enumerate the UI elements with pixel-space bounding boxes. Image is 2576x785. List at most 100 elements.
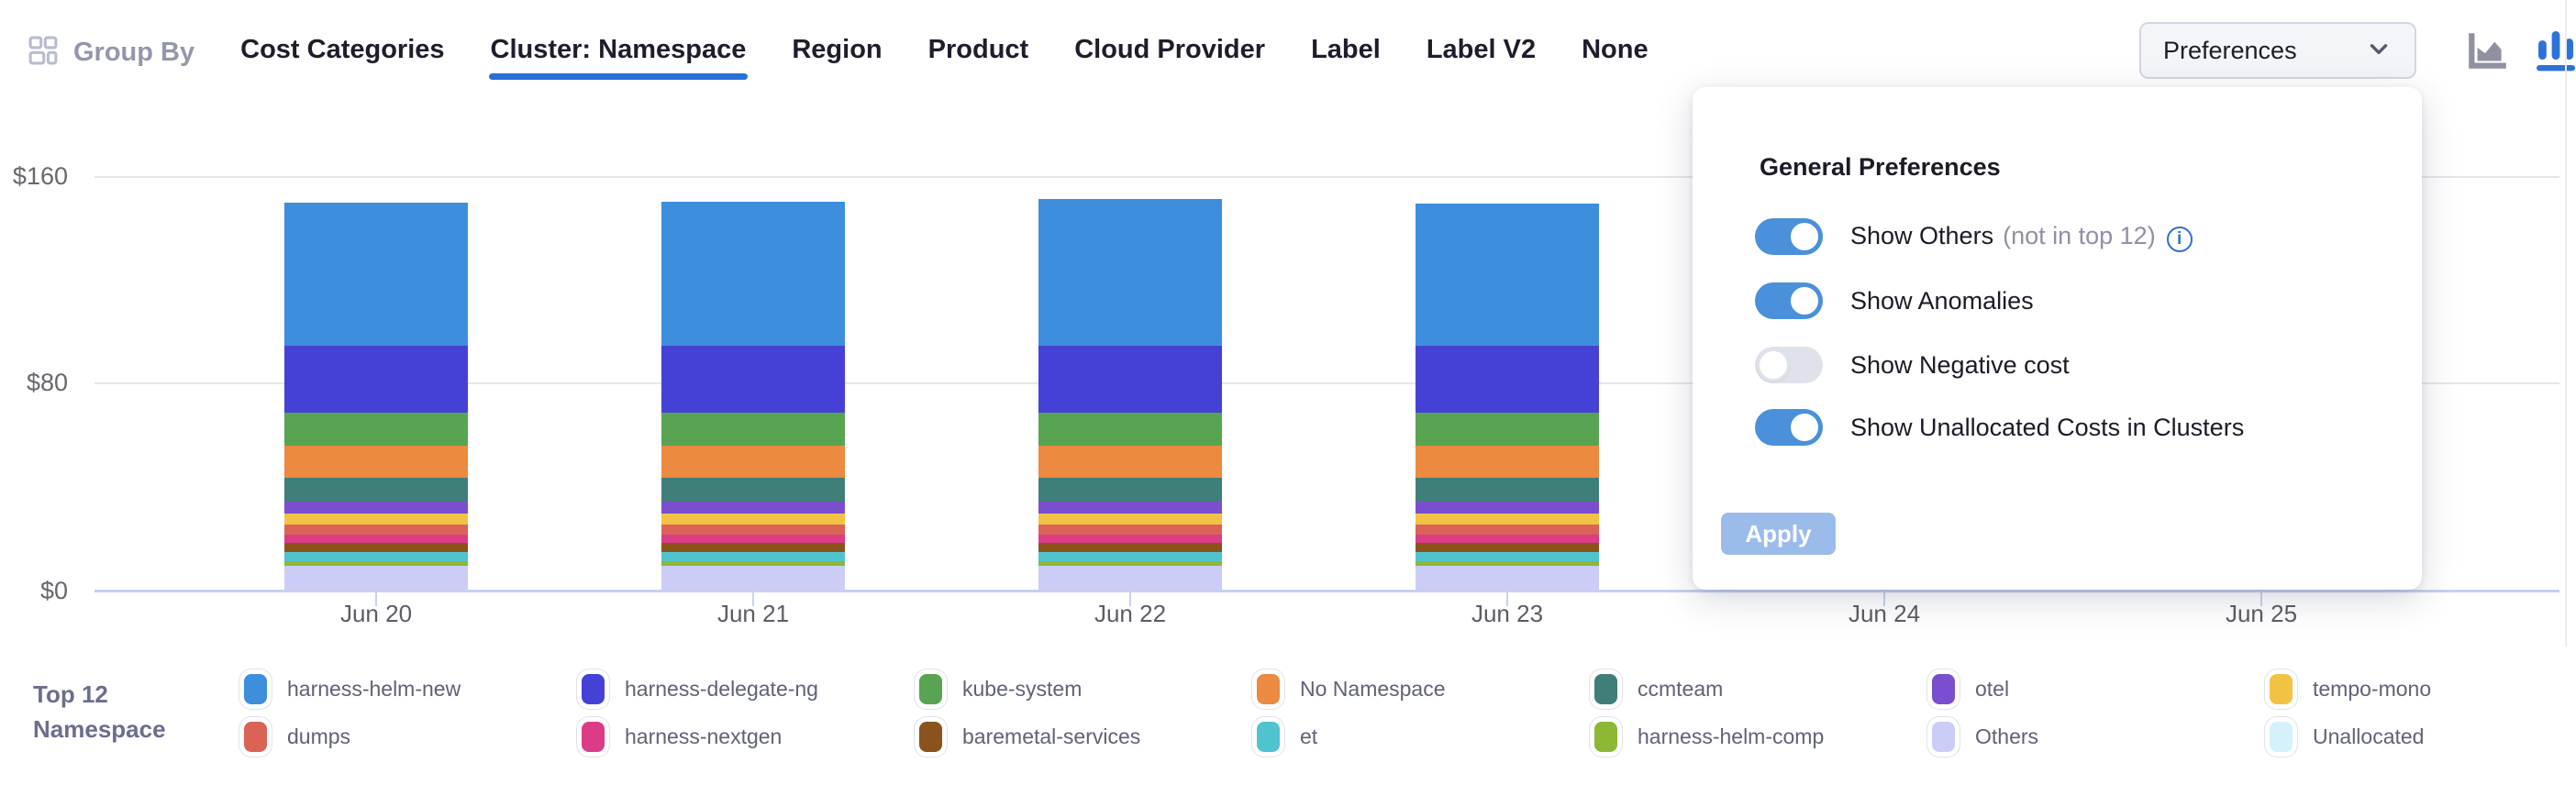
legend-item-et[interactable]: et (1249, 713, 1587, 760)
legend-label: tempo-mono (2313, 676, 2432, 701)
apply-button[interactable]: Apply (1721, 513, 1836, 555)
x-axis-tick (752, 592, 754, 606)
area-chart-icon[interactable] (2462, 28, 2514, 73)
bar-segment-others[interactable] (1416, 566, 1599, 590)
bar-segment-harness-helm-comp[interactable] (284, 561, 468, 567)
toggle-show-negative-cost[interactable] (1755, 347, 1823, 383)
tab-product[interactable]: Product (927, 34, 1029, 64)
bar-segment-harness-helm-new[interactable] (1038, 198, 1222, 347)
preferences-panel-title: General Preferences (1760, 153, 2001, 181)
bar-segment-others[interactable] (284, 566, 468, 590)
bar-segment-otel[interactable] (661, 502, 845, 514)
bar-segment-baremetal-services[interactable] (1416, 543, 1599, 552)
tab-none[interactable]: None (1582, 34, 1649, 64)
bar-segment-baremetal-services[interactable] (661, 543, 845, 552)
bar-segment-harness-helm-comp[interactable] (1416, 561, 1599, 567)
info-icon[interactable]: i (2166, 226, 2193, 252)
bar-segment-harness-nextgen[interactable] (284, 534, 468, 544)
legend-swatch (1594, 673, 1617, 704)
legend-swatch (1257, 673, 1280, 704)
bar-segment-ccmteam[interactable] (284, 477, 468, 503)
bar-segment-kube-system[interactable] (1038, 413, 1222, 446)
legend-item-no-namespace[interactable]: No Namespace (1249, 665, 1587, 713)
bar-segment-tempo-mono[interactable] (661, 514, 845, 525)
legend-swatch (1257, 721, 1280, 752)
bar-segment-tempo-mono[interactable] (284, 514, 468, 525)
tab-cluster-namespace[interactable]: Cluster: Namespace (488, 26, 749, 80)
legend-item-kube-system[interactable]: kube-system (912, 665, 1249, 713)
legend-label: harness-nextgen (625, 724, 783, 748)
bar-segment-et[interactable] (661, 551, 845, 562)
bar-segment-no-namespace[interactable] (661, 445, 845, 478)
legend-item-harness-helm-new[interactable]: harness-helm-new (237, 665, 574, 713)
bar-segment-et[interactable] (284, 551, 468, 562)
toggle-show-others[interactable] (1755, 218, 1823, 255)
bar-segment-harness-helm-comp[interactable] (1038, 561, 1222, 567)
bar-chart-icon[interactable] (2534, 24, 2576, 73)
preferences-dropdown-button[interactable]: Preferences (2139, 22, 2416, 79)
preference-label-suffix: (not in top 12) (2003, 221, 2156, 249)
legend-label: et (1300, 724, 1318, 748)
legend-item-others[interactable]: Others (1925, 713, 2262, 760)
legend-item-otel[interactable]: otel (1925, 665, 2262, 713)
bar-segment-kube-system[interactable] (1416, 413, 1599, 446)
legend-swatch (2270, 721, 2293, 752)
bar-segment-tempo-mono[interactable] (1416, 514, 1599, 525)
bar-segment-harness-delegate-ng[interactable] (284, 346, 468, 414)
bar-segment-tempo-mono[interactable] (1038, 514, 1222, 525)
group-by-tabs: Cost Categories Cluster: Namespace Region P… (239, 26, 1649, 80)
legend-item-harness-nextgen[interactable]: harness-nextgen (574, 713, 912, 760)
bar-segment-harness-delegate-ng[interactable] (1416, 346, 1599, 414)
legend-item-baremetal-services[interactable]: baremetal-services (912, 713, 1249, 760)
legend-item-ccmteam[interactable]: ccmteam (1587, 665, 1925, 713)
bar-segment-no-namespace[interactable] (1038, 445, 1222, 478)
toggle-show-anomalies[interactable] (1755, 282, 1823, 319)
bar-segment-harness-delegate-ng[interactable] (661, 346, 845, 414)
bar-segment-otel[interactable] (284, 502, 468, 514)
x-axis-tick (375, 592, 377, 606)
x-axis-label: Jun 20 (339, 600, 413, 627)
bar-segment-kube-system[interactable] (661, 413, 845, 446)
legend-item-tempo-mono[interactable]: tempo-mono (2262, 665, 2576, 713)
legend-label: No Namespace (1300, 676, 1446, 701)
bar-segment-harness-nextgen[interactable] (1038, 534, 1222, 544)
bar-segment-dumps[interactable] (1038, 524, 1222, 535)
preference-label: Show Others (not in top 12) i (1850, 222, 2193, 252)
bar-segment-no-namespace[interactable] (1416, 445, 1599, 478)
bar-segment-harness-nextgen[interactable] (1416, 534, 1599, 544)
x-axis-label: Jun 23 (1471, 600, 1544, 627)
bar-segment-ccmteam[interactable] (1416, 477, 1599, 503)
bar-segment-dumps[interactable] (284, 524, 468, 535)
legend-item-harness-delegate-ng[interactable]: harness-delegate-ng (574, 665, 912, 713)
tab-cost-categories[interactable]: Cost Categories (240, 34, 445, 64)
bar-segment-others[interactable] (661, 566, 845, 590)
bar-segment-harness-nextgen[interactable] (661, 534, 845, 544)
tab-label[interactable]: Label (1311, 34, 1381, 64)
bar-segment-kube-system[interactable] (284, 413, 468, 446)
legend-item-harness-helm-comp[interactable]: harness-helm-comp (1587, 713, 1925, 760)
tab-cloud-provider[interactable]: Cloud Provider (1074, 34, 1266, 64)
bar-segment-ccmteam[interactable] (661, 477, 845, 503)
bar-segment-harness-helm-new[interactable] (284, 203, 468, 347)
toggle-show-unallocated-costs-in-clusters[interactable] (1755, 409, 1823, 446)
bar-segment-others[interactable] (1038, 566, 1222, 590)
tab-label-v2[interactable]: Label V2 (1426, 34, 1537, 64)
legend-item-dumps[interactable]: dumps (237, 713, 574, 760)
bar-segment-otel[interactable] (1416, 502, 1599, 514)
bar-segment-et[interactable] (1038, 551, 1222, 562)
bar-segment-harness-helm-new[interactable] (661, 202, 845, 347)
legend-item-unallocated[interactable]: Unallocated (2262, 713, 2576, 760)
bar-segment-dumps[interactable] (1416, 524, 1599, 535)
bar-segment-harness-helm-new[interactable] (1416, 203, 1599, 347)
legend-swatch (582, 721, 605, 752)
bar-segment-baremetal-services[interactable] (1038, 543, 1222, 552)
bar-segment-ccmteam[interactable] (1038, 477, 1222, 503)
bar-segment-dumps[interactable] (661, 524, 845, 535)
bar-segment-et[interactable] (1416, 551, 1599, 562)
bar-segment-otel[interactable] (1038, 502, 1222, 514)
bar-segment-baremetal-services[interactable] (284, 543, 468, 552)
bar-segment-no-namespace[interactable] (284, 445, 468, 478)
bar-segment-harness-delegate-ng[interactable] (1038, 346, 1222, 414)
tab-region[interactable]: Region (792, 34, 883, 64)
bar-segment-harness-helm-comp[interactable] (661, 561, 845, 567)
